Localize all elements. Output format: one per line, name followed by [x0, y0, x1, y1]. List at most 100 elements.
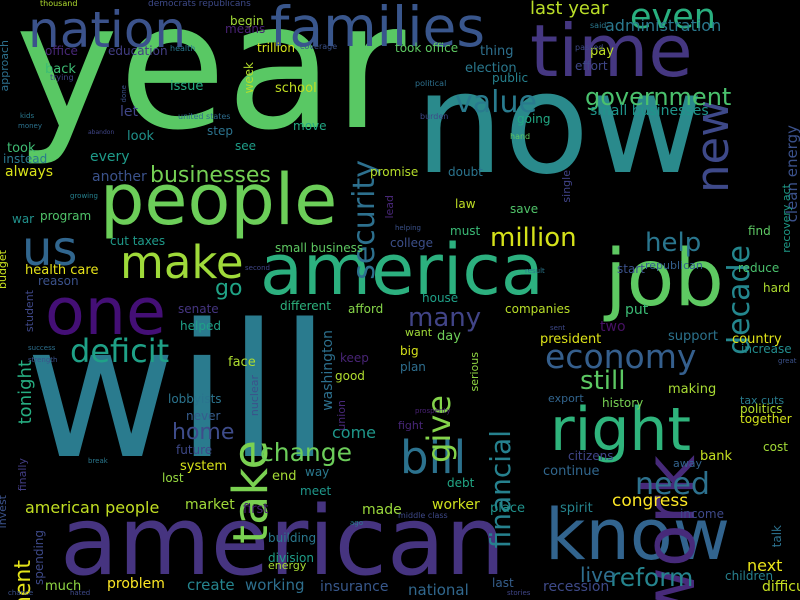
- word-now: now: [415, 43, 704, 206]
- word-history: history: [602, 396, 644, 410]
- word-school: school: [275, 81, 317, 96]
- word-need: need: [635, 467, 710, 502]
- word-lead: lead: [383, 195, 396, 219]
- word-bank: bank: [700, 449, 732, 464]
- word-big: big: [400, 344, 419, 358]
- word-public: public: [492, 71, 529, 85]
- word-bill: bill: [400, 431, 467, 484]
- word-took-office: took office: [395, 41, 459, 55]
- word-invest: invest: [0, 495, 9, 529]
- word-national: national: [408, 581, 469, 599]
- word-find: find: [748, 224, 771, 238]
- word-must: must: [450, 224, 481, 238]
- word-debt: debt: [447, 476, 475, 490]
- word-spending: spending: [32, 530, 46, 586]
- word-never: never: [186, 409, 221, 423]
- word-put: put: [625, 302, 649, 318]
- word-american: american: [60, 487, 506, 597]
- word-home: home: [172, 420, 235, 445]
- word-us: us: [22, 221, 78, 277]
- word-right: right: [550, 395, 691, 465]
- word-want: want: [405, 326, 433, 339]
- word-politics: politics: [740, 402, 783, 416]
- word-move: move: [293, 119, 327, 133]
- word-effort: effort: [575, 59, 608, 73]
- word-place: place: [490, 501, 525, 516]
- word-citizens: citizens: [568, 449, 614, 463]
- word-education: education: [108, 44, 168, 58]
- word-give: give: [420, 395, 458, 463]
- word-much: much: [45, 579, 82, 594]
- word-way: way: [305, 465, 330, 479]
- word-burden: burden: [420, 112, 449, 121]
- word-deficit: deficit: [70, 332, 170, 370]
- word-businesses: businesses: [150, 163, 271, 188]
- word-law: law: [455, 197, 476, 211]
- word-time: time: [530, 9, 693, 93]
- word-student: student: [23, 290, 36, 333]
- word-day: day: [437, 329, 461, 344]
- word-even: even: [630, 0, 716, 37]
- word-recovery-act: recovery act: [780, 184, 793, 253]
- word-stories: stories: [507, 589, 531, 597]
- word-single: single: [560, 170, 573, 203]
- word-system: system: [180, 459, 227, 474]
- word-reason: reason: [38, 274, 79, 288]
- word-middle-class: middle class: [398, 511, 448, 520]
- word-worker: worker: [432, 497, 480, 513]
- word-made: made: [362, 502, 402, 518]
- word-promise: promise: [370, 165, 419, 179]
- word-hard: hard: [763, 281, 791, 295]
- word-face: face: [228, 355, 256, 370]
- word-meet: meet: [300, 484, 332, 498]
- word-money: money: [18, 122, 42, 130]
- word-senate: senate: [178, 302, 219, 316]
- word-always: always: [5, 164, 54, 180]
- word-strength: strength: [28, 356, 58, 364]
- word-instead: instead: [3, 152, 48, 166]
- word-reform: reform: [610, 563, 694, 592]
- word-sent: sent: [550, 324, 566, 332]
- word-end: end: [272, 469, 297, 484]
- word-financial: financial: [484, 430, 517, 549]
- word-serious: serious: [468, 352, 481, 392]
- word-make: make: [120, 236, 244, 289]
- word-see: see: [235, 139, 257, 153]
- word-energy: energy: [268, 559, 307, 572]
- word-children: children: [725, 569, 774, 583]
- word-thing: thing: [480, 44, 514, 59]
- word-create: create: [187, 576, 235, 594]
- word-helped: helped: [180, 319, 221, 333]
- word-congress: congress: [612, 491, 689, 511]
- word-last-year: last year: [530, 0, 609, 19]
- word-program: program: [40, 209, 92, 223]
- word-division: division: [268, 551, 314, 565]
- word-save: save: [510, 202, 539, 216]
- word-building: building: [268, 531, 317, 545]
- word-break: break: [88, 457, 108, 465]
- word-president: president: [540, 332, 602, 347]
- word-done: done: [120, 85, 128, 103]
- word-making: making: [668, 382, 717, 397]
- word-future: future: [176, 443, 213, 457]
- word-united-states: united states: [178, 112, 231, 121]
- word-nation: nation: [28, 1, 187, 59]
- word-week: week: [242, 62, 256, 94]
- word-tonight: tonight: [15, 360, 36, 425]
- word-said: said: [590, 21, 607, 30]
- word-problem: problem: [107, 576, 165, 592]
- word-know: know: [545, 494, 730, 576]
- word-help: help: [645, 228, 702, 258]
- word-keep: keep: [340, 351, 369, 365]
- word-last: last: [492, 576, 514, 590]
- word-administration: administration: [605, 16, 722, 35]
- word-export: export: [548, 392, 584, 405]
- word-chance: chance: [8, 589, 34, 597]
- word-lobbyists: lobbyists: [168, 392, 222, 406]
- word-cost: cost: [763, 440, 788, 454]
- word-income: income: [680, 507, 724, 521]
- word-many: many: [408, 303, 482, 333]
- word-first: first: [243, 502, 269, 517]
- word-growing: growing: [70, 192, 98, 200]
- word-tax-cuts: tax cuts: [740, 394, 785, 407]
